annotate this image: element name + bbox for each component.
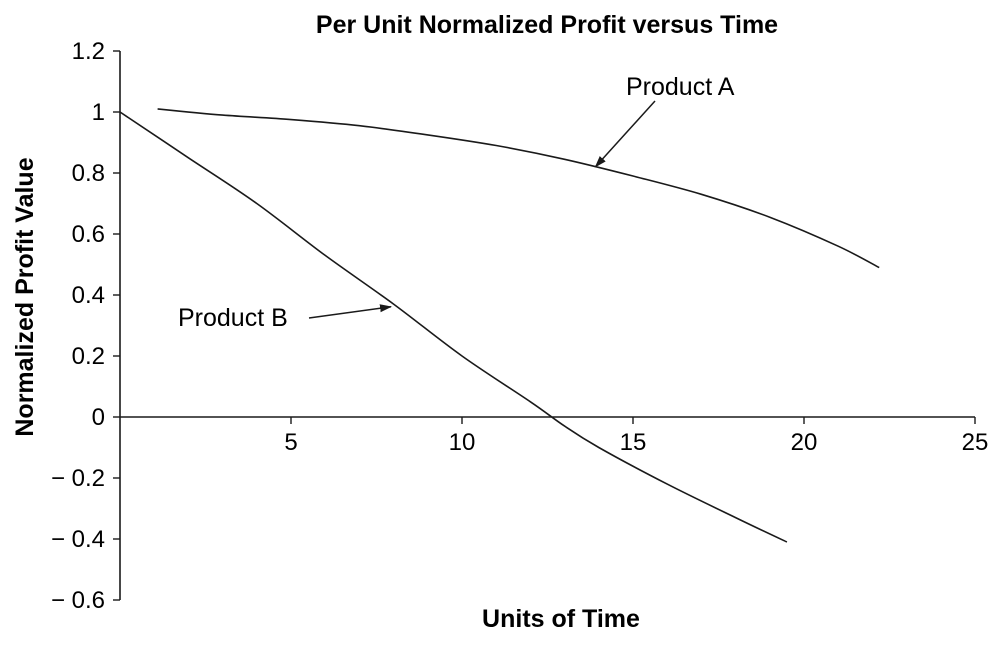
y-axis-label: Normalized Profit Value	[11, 157, 39, 436]
y-tick-label: 0	[92, 404, 105, 431]
x-tick-label: 5	[284, 429, 297, 456]
y-tick-label: 1.2	[72, 38, 105, 65]
y-tick-label: − 0.4	[51, 526, 105, 553]
y-tick-label: 0.8	[72, 160, 105, 187]
annotation-label-product-a: Product A	[626, 73, 735, 101]
annotation-arrow-product-b	[308, 304, 393, 319]
y-tick-label: 0.6	[72, 221, 105, 248]
y-tick-label: − 0.6	[51, 587, 105, 614]
annotation-label-product-b: Product B	[178, 304, 288, 332]
tick-labels: 1.2 1 0.8 0.6 0.4 0.2 0 − 0.2 − 0.4 − 0.6 5 10 15 20 2…	[51, 38, 988, 614]
chart-title: Per Unit Normalized Profit versus Time	[316, 11, 778, 39]
y-tick-label: 1	[92, 99, 105, 126]
x-tick-label: 25	[962, 429, 989, 456]
series-line-product-a	[157, 108, 880, 269]
x-tick-label: 20	[791, 429, 818, 456]
x-tick-label: 10	[449, 429, 476, 456]
y-tick-label: 0.4	[72, 282, 105, 309]
annotation-arrow-product-a	[594, 100, 656, 168]
x-axis-label: Units of Time	[482, 605, 640, 633]
x-tick-label: 15	[620, 429, 647, 456]
y-tick-label: − 0.2	[51, 465, 105, 492]
series-lines	[119, 108, 880, 543]
y-tick-label: 0.2	[72, 343, 105, 370]
annotations: Product A Product B	[178, 73, 735, 332]
series-line-product-b	[119, 111, 788, 543]
axes	[119, 51, 975, 600]
